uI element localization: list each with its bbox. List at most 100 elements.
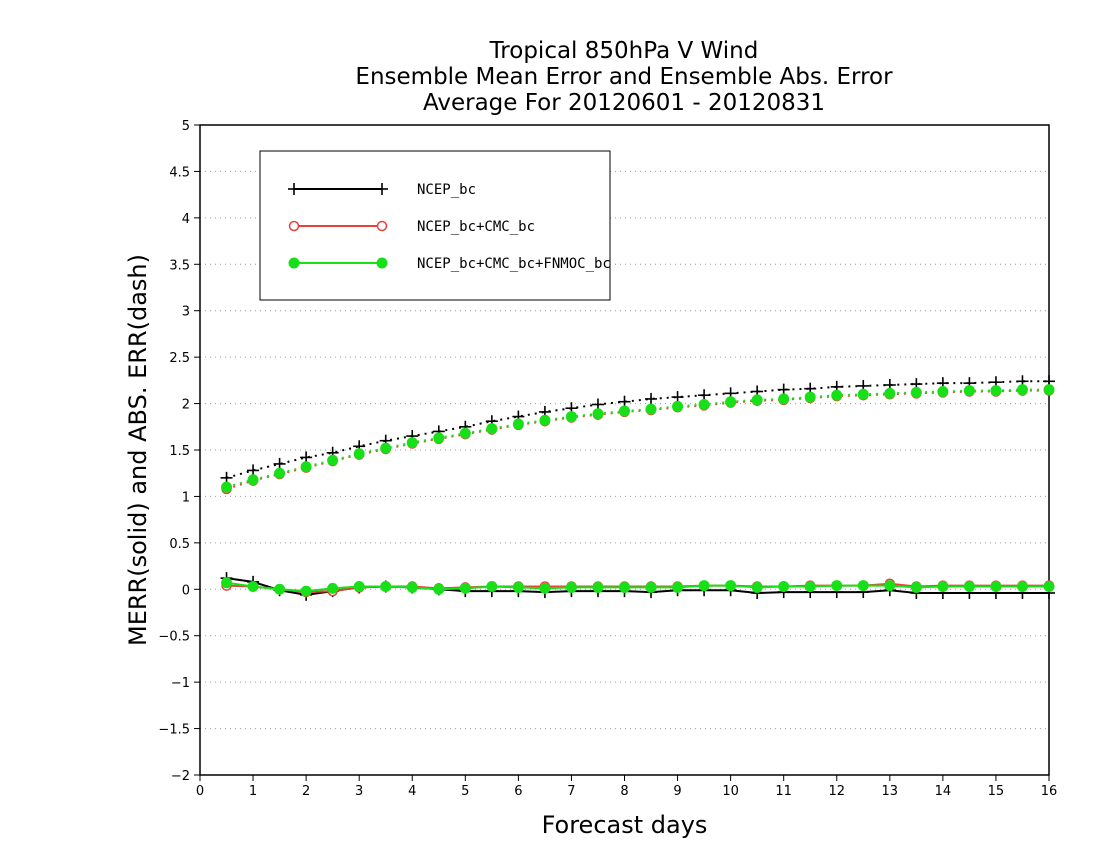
abs-err-point	[751, 394, 763, 406]
abs-err-point	[725, 396, 737, 408]
merr-point	[274, 583, 286, 595]
x-tick-label: 10	[722, 784, 739, 799]
y-tick-label: 2	[182, 398, 190, 413]
abs-err-point	[592, 408, 604, 420]
x-tick-label: 4	[408, 784, 416, 799]
merr-point	[725, 580, 737, 592]
x-tick-label: 9	[673, 784, 681, 799]
abs-err-point	[327, 454, 339, 466]
chart-title-line: Ensemble Mean Error and Ensemble Abs. Er…	[355, 64, 893, 90]
abs-err-point	[937, 386, 949, 397]
merr-point	[565, 581, 577, 593]
abs-err-point	[672, 400, 684, 412]
series-merr-line	[226, 581, 1049, 593]
merr-point	[831, 580, 843, 592]
abs-err-point	[274, 467, 286, 479]
merr-point	[512, 581, 524, 593]
x-tick-label: 14	[935, 784, 952, 799]
abs-err-point	[804, 391, 816, 403]
merr-point	[619, 581, 630, 593]
abs-err-point	[406, 437, 418, 449]
abs-err-point	[565, 411, 577, 423]
merr-point	[963, 581, 975, 592]
merr-point	[698, 580, 710, 592]
y-tick-label: 4	[182, 212, 190, 227]
abs-err-point	[910, 386, 922, 398]
merr-point	[990, 581, 1002, 592]
merr-point	[380, 581, 392, 592]
y-axis-label: MERR(solid) and ABS. ERR(dash)	[124, 254, 152, 646]
abs-err-point	[857, 388, 869, 400]
y-tick-label: 1.5	[169, 444, 190, 459]
legend-marker	[376, 183, 388, 195]
merr-point	[778, 581, 790, 592]
legend-marker	[376, 220, 388, 232]
abs-err-point	[353, 448, 365, 460]
x-tick-label: 0	[196, 784, 204, 799]
merr-point	[539, 582, 551, 594]
legend-marker	[288, 257, 300, 269]
x-tick-label: 12	[828, 784, 845, 799]
y-tick-label: −1.5	[158, 723, 190, 738]
merr-point	[1016, 581, 1028, 592]
abs-err-point	[459, 427, 471, 439]
abs-err-point	[512, 418, 524, 430]
merr-point	[486, 581, 498, 592]
chart-title-line: Tropical 850hPa V Wind	[489, 38, 759, 64]
y-tick-label: 3	[182, 305, 190, 320]
merr-point	[300, 585, 312, 597]
series-1	[221, 385, 1055, 598]
legend-label: NCEP_bc+CMC_bc+FNMOC_bc	[417, 256, 611, 272]
axis-ticks: −2−1.5−1−0.500.511.522.533.544.550 1 2 3 4 5 6…	[158, 119, 1057, 799]
abs-err-point	[645, 392, 658, 405]
legend-marker	[288, 183, 300, 195]
series-2	[221, 384, 1055, 597]
y-tick-label: −2	[171, 769, 190, 784]
abs-err-point	[539, 414, 551, 426]
abs-err-point	[884, 387, 896, 399]
abs-err-point	[221, 481, 233, 493]
merr-point	[353, 581, 365, 592]
abs-err-point	[619, 405, 630, 417]
abs-err-point	[831, 389, 843, 401]
merr-point	[857, 580, 869, 592]
abs-err-point	[1016, 384, 1028, 396]
abs-err-point	[433, 432, 445, 444]
merr-point	[406, 581, 418, 593]
chart-title-line: Average For 20120601 - 20120831	[423, 90, 825, 116]
y-tick-label: 5	[182, 119, 190, 134]
x-tick-label: 8	[620, 784, 628, 799]
merr-point	[327, 582, 339, 594]
x-tick-label: 5	[461, 784, 469, 799]
merr-point	[910, 581, 922, 593]
merr-point	[221, 577, 233, 589]
abs-err-point	[698, 399, 710, 410]
abs-err-point	[486, 423, 498, 435]
merr-point	[884, 580, 896, 592]
y-tick-label: −0.5	[158, 630, 190, 645]
abs-err-point	[645, 403, 657, 415]
legend-marker	[288, 220, 300, 232]
merr-point	[804, 581, 816, 592]
x-tick-label: 1	[249, 784, 257, 799]
y-tick-label: 2.5	[169, 351, 190, 366]
series	[220, 375, 1055, 601]
series-abs-err-line	[226, 388, 1049, 489]
series-abs-err-line	[226, 389, 1049, 490]
merr-point	[937, 581, 949, 592]
x-tick-label: 2	[302, 784, 310, 799]
x-tick-label: 3	[355, 784, 363, 799]
series-0	[220, 375, 1055, 601]
x-tick-label: 7	[567, 784, 575, 799]
y-tick-label: 0.5	[169, 537, 190, 552]
legend-marker	[376, 257, 388, 269]
x-tick-label: 15	[988, 784, 1005, 799]
merr-point	[645, 581, 657, 593]
merr-point	[1043, 581, 1055, 592]
abs-err-point	[963, 385, 975, 397]
y-tick-label: 4.5	[169, 165, 190, 180]
abs-err-point	[247, 474, 259, 486]
abs-err-point	[300, 461, 312, 473]
legend: NCEP_bc NCEP_bc+CMC_bc NCEP_bc+CMC_bc+FNMO…	[259, 150, 611, 301]
